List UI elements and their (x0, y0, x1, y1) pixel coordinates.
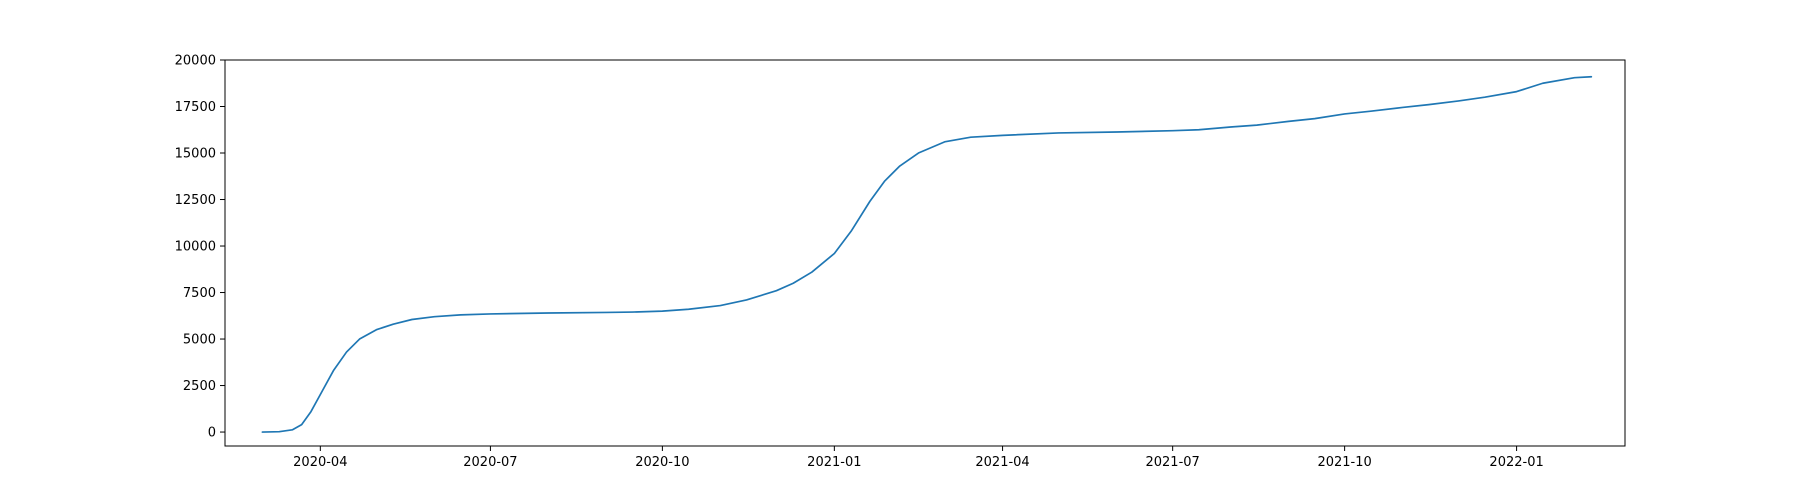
y-axis: 0 2500 5000 7500 10000 12500 15000 17500 20000 (175, 54, 225, 441)
y-tick-label: 7500 (183, 286, 216, 301)
x-tick-label: 2020-10 (635, 455, 689, 470)
y-tick-label: 15000 (175, 147, 216, 162)
y-tick-label: 5000 (183, 333, 216, 348)
y-tick-label: 17500 (175, 100, 216, 115)
x-tick-label: 2021-07 (1145, 455, 1199, 470)
x-tick-label: 2020-04 (293, 455, 347, 470)
y-tick-label: 20000 (175, 54, 216, 69)
x-axis: 2020-04 2020-07 2020-10 2021-01 2021-04 2021-… (293, 446, 1544, 470)
y-tick-label: 10000 (175, 240, 216, 255)
series-layer (261, 75, 1593, 433)
x-tick-label: 2022-01 (1489, 455, 1543, 470)
x-tick-label: 2021-10 (1317, 455, 1371, 470)
plot-frame (224, 59, 1626, 447)
series-line (261, 75, 1593, 433)
x-tick-label: 2021-01 (807, 455, 861, 470)
y-tick-label: 12500 (175, 193, 216, 208)
x-tick-label: 2020-07 (463, 455, 517, 470)
y-tick-label: 2500 (183, 379, 216, 394)
x-tick-label: 2021-04 (975, 455, 1029, 470)
y-tick-label: 0 (208, 426, 216, 441)
